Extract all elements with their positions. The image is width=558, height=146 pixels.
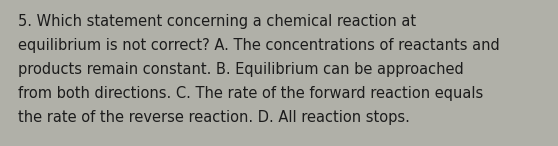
Text: equilibrium is not correct? A. The concentrations of reactants and: equilibrium is not correct? A. The conce…: [18, 38, 500, 53]
Text: from both directions. C. The rate of the forward reaction equals: from both directions. C. The rate of the…: [18, 86, 483, 101]
Text: the rate of the reverse reaction. D. All reaction stops.: the rate of the reverse reaction. D. All…: [18, 110, 410, 125]
Text: 5. Which statement concerning a chemical reaction at: 5. Which statement concerning a chemical…: [18, 14, 416, 29]
Text: products remain constant. B. Equilibrium can be approached: products remain constant. B. Equilibrium…: [18, 62, 464, 77]
